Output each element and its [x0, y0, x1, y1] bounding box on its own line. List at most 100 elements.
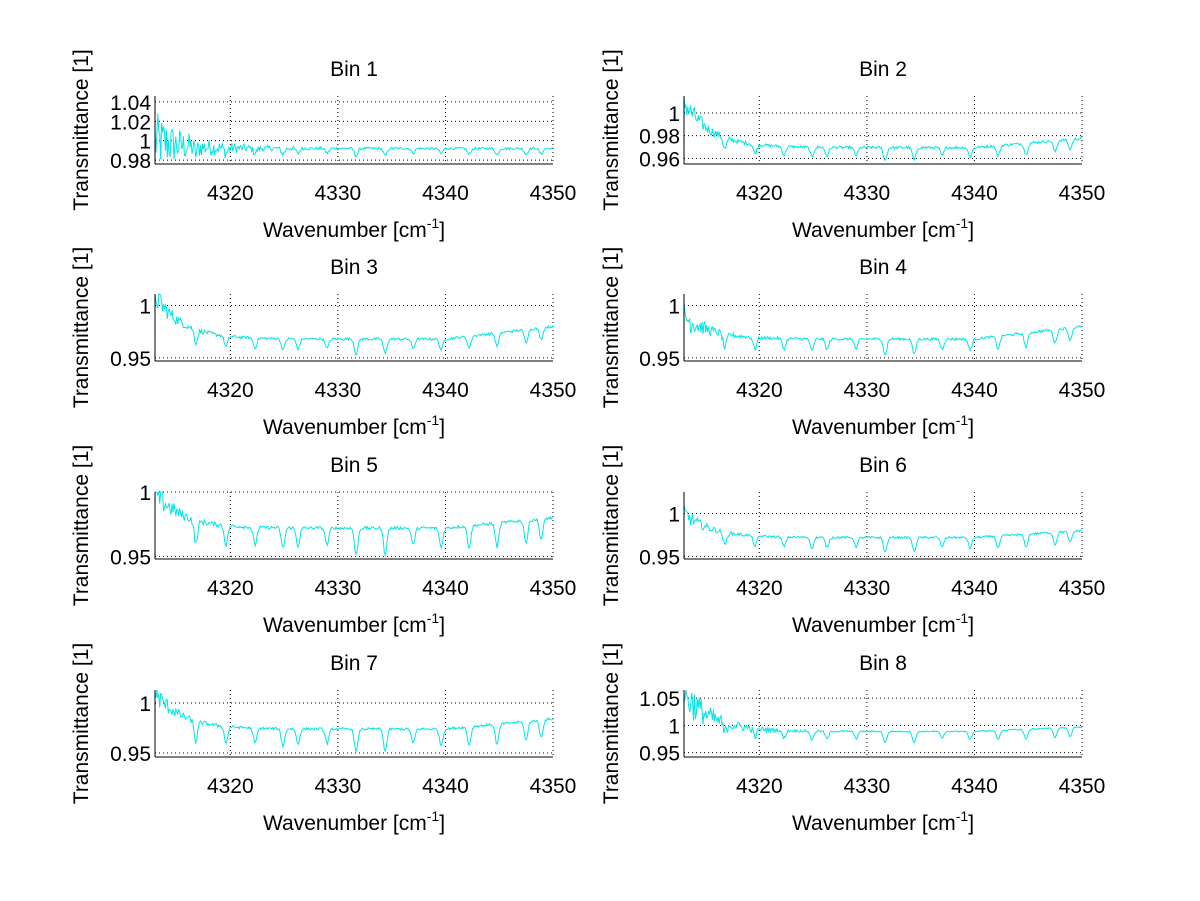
y-tick-label: 0.95 — [110, 348, 151, 371]
x-axis-label-superscript: -1 — [427, 412, 440, 428]
x-tick-label: 4320 — [207, 379, 254, 402]
subplot-title: Bin 3 — [330, 256, 378, 279]
x-axis-label-main: Wavenumber [cm — [263, 219, 427, 242]
x-axis-label: Wavenumber [cm-1] — [792, 610, 974, 637]
series-line-bin-2 — [683, 95, 1083, 162]
subplot-bin-4: 4320 4330 4340 4350 0.95 1 Bin 4 Wavenumber [cm… — [600, 247, 1105, 439]
y-tick-label: 1 — [668, 503, 680, 526]
y-axis-label: Transmittance [1] — [70, 49, 93, 210]
x-tick-label: 4330 — [315, 379, 362, 402]
x-tick-label: 4330 — [315, 577, 362, 600]
y-tick-label: 1 — [139, 131, 151, 154]
x-axis-label-end: ] — [439, 614, 445, 637]
y-axis-label: Transmittance [1] — [70, 445, 93, 606]
x-tick-label: 4350 — [530, 379, 577, 402]
y-tick-label: 0.95 — [110, 743, 151, 766]
x-axis-label-superscript: -1 — [956, 808, 969, 824]
x-axis-label-superscript: -1 — [427, 215, 440, 231]
subplot-bin-5: 4320 4330 4340 4350 0.95 1 Bin 5 Wavenumber [cm… — [70, 445, 576, 637]
x-tick-label: 4320 — [207, 577, 254, 600]
x-tick-label: 4340 — [422, 577, 469, 600]
subplot-bin-7: 4320 4330 4340 4350 0.95 1 Bin 7 Wavenumber [cm… — [70, 643, 576, 835]
x-tick-label: 4330 — [844, 182, 891, 205]
series-line-bin-3 — [154, 293, 554, 357]
x-axis-label-main: Wavenumber [cm — [792, 614, 956, 637]
x-axis-label-main: Wavenumber [cm — [792, 416, 956, 439]
x-tick-label: 4330 — [844, 577, 891, 600]
y-tick-label: 0.95 — [639, 546, 680, 569]
series-line-bin-6 — [683, 503, 1083, 553]
y-tick-label: 0.95 — [110, 546, 151, 569]
series-line-bin-8 — [683, 689, 1083, 744]
y-axis-label: Transmittance [1] — [600, 49, 623, 210]
x-tick-label: 4340 — [951, 577, 998, 600]
x-tick-label: 4330 — [315, 182, 362, 205]
y-axis-label: Transmittance [1] — [600, 643, 623, 804]
subplot-bin-6: 4320 4330 4340 4350 0.95 1 Bin 6 Wavenumber [cm… — [600, 445, 1105, 637]
subplot-title: Bin 8 — [859, 652, 907, 675]
x-tick-label: 4340 — [951, 379, 998, 402]
x-axis-label-end: ] — [968, 219, 974, 242]
x-axis-label: Wavenumber [cm-1] — [263, 412, 445, 439]
x-axis-label: Wavenumber [cm-1] — [263, 808, 445, 835]
y-tick-label: 1 — [668, 715, 680, 738]
x-tick-label: 4340 — [951, 182, 998, 205]
x-tick-label: 4320 — [207, 182, 254, 205]
subplot-title: Bin 6 — [859, 454, 907, 477]
y-axis-label: Transmittance [1] — [600, 445, 623, 606]
y-axis-label: Transmittance [1] — [70, 643, 93, 804]
y-tick-label: 1 — [139, 296, 151, 319]
x-axis-label: Wavenumber [cm-1] — [792, 412, 974, 439]
x-tick-label: 4350 — [1059, 182, 1106, 205]
subplot-title: Bin 1 — [330, 58, 378, 81]
x-tick-label: 4320 — [207, 775, 254, 798]
x-axis-label-main: Wavenumber [cm — [263, 416, 427, 439]
series-line-bin-4 — [683, 303, 1083, 355]
x-tick-label: 4350 — [1059, 775, 1106, 798]
x-tick-label: 4340 — [422, 379, 469, 402]
y-tick-label: 0.95 — [639, 743, 680, 766]
x-tick-label: 4330 — [844, 379, 891, 402]
series-line-bin-7 — [154, 689, 554, 754]
x-axis-label-superscript: -1 — [427, 808, 440, 824]
x-axis-label-main: Wavenumber [cm — [263, 614, 427, 637]
x-axis-label-end: ] — [968, 416, 974, 439]
y-tick-label: 0.96 — [639, 148, 680, 171]
x-axis-label: Wavenumber [cm-1] — [792, 808, 974, 835]
x-tick-label: 4320 — [736, 775, 783, 798]
subplot-title: Bin 5 — [330, 454, 378, 477]
x-axis-label: Wavenumber [cm-1] — [263, 215, 445, 242]
x-tick-label: 4350 — [1059, 379, 1106, 402]
x-axis-label-end: ] — [439, 219, 445, 242]
subplot-title: Bin 7 — [330, 652, 378, 675]
series-line-bin-1 — [154, 113, 554, 160]
x-axis-label-end: ] — [968, 812, 974, 835]
y-tick-label: 1 — [139, 693, 151, 716]
y-tick-label: 1 — [668, 296, 680, 319]
x-tick-label: 4340 — [422, 182, 469, 205]
y-tick-label: 0.98 — [639, 126, 680, 149]
x-tick-label: 4320 — [736, 182, 783, 205]
y-tick-label: 0.98 — [110, 150, 151, 173]
y-axis-label: Transmittance [1] — [600, 247, 623, 408]
x-tick-label: 4350 — [530, 182, 577, 205]
x-tick-label: 4340 — [422, 775, 469, 798]
x-tick-label: 4320 — [736, 379, 783, 402]
subplot-bin-3: 4320 4330 4340 4350 0.95 1 Bin 3 Wavenumber [cm… — [70, 247, 576, 439]
y-tick-label: 1.04 — [110, 92, 151, 115]
y-tick-label: 1 — [668, 103, 680, 126]
x-axis-label-main: Wavenumber [cm — [792, 812, 956, 835]
x-tick-label: 4340 — [951, 775, 998, 798]
x-axis-label-superscript: -1 — [956, 412, 969, 428]
x-axis-label-main: Wavenumber [cm — [792, 219, 956, 242]
x-tick-label: 4350 — [530, 775, 577, 798]
x-axis-label-end: ] — [439, 416, 445, 439]
subplot-title: Bin 2 — [859, 58, 907, 81]
x-axis-label: Wavenumber [cm-1] — [792, 215, 974, 242]
y-tick-label: 1 — [139, 482, 151, 505]
x-tick-label: 4330 — [844, 775, 891, 798]
x-axis-label-end: ] — [439, 812, 445, 835]
subplot-bin-2: 4320 4330 4340 4350 0.960.981 Bin 2 Wavenumber… — [600, 49, 1105, 242]
